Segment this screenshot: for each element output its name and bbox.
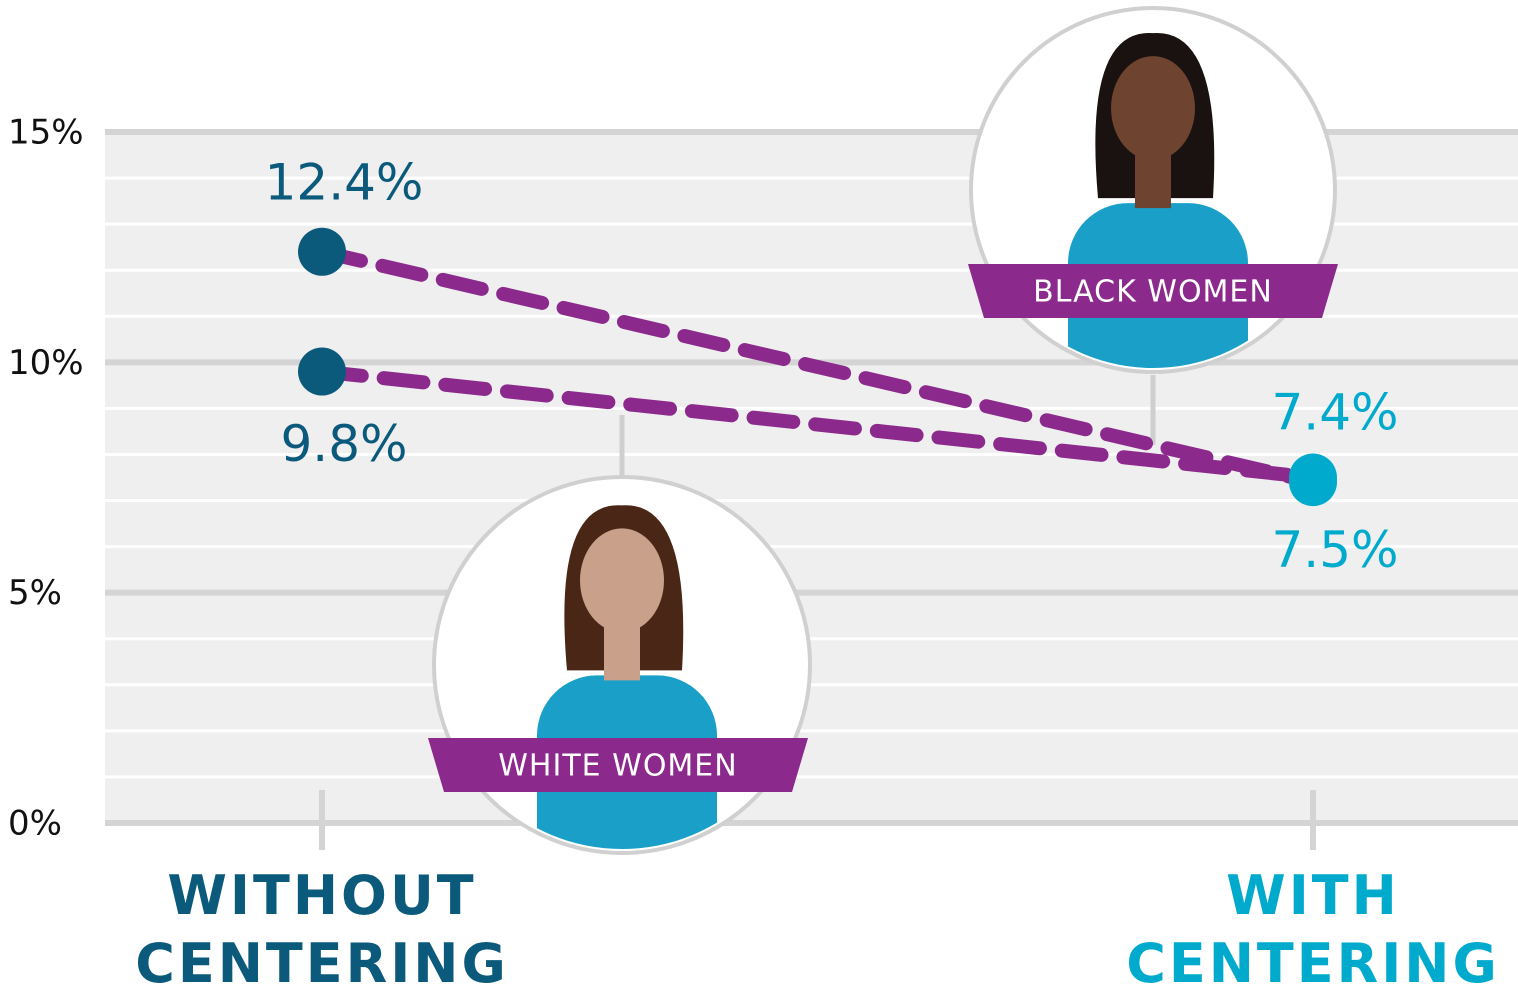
chart: 0% 5% 10% 15% BLACK WOMEN WHITE WOMEN 12.4% 7.4… xyxy=(0,0,1518,990)
point xyxy=(298,348,346,396)
face xyxy=(1111,56,1195,160)
series-name: WHITE WOMEN xyxy=(498,749,737,784)
y-tick-label: 5% xyxy=(8,573,62,613)
point xyxy=(298,228,346,276)
value-label: 12.4% xyxy=(265,153,424,211)
point xyxy=(1289,454,1337,502)
face xyxy=(580,528,664,632)
x-tick-label: WITH CENTERING xyxy=(1123,862,1503,990)
page: 0% 5% 10% 15% BLACK WOMEN WHITE WOMEN 12.4% 7.4… xyxy=(0,0,1518,990)
y-tick-label: 10% xyxy=(8,343,84,383)
body xyxy=(537,675,717,975)
value-label: 9.8% xyxy=(280,415,407,473)
y-tick-label: 0% xyxy=(8,804,62,844)
x-tick-label: WITHOUT CENTERING xyxy=(132,862,512,990)
value-label: 7.4% xyxy=(1271,384,1398,442)
y-tick-label: 15% xyxy=(8,113,84,153)
value-label: 7.5% xyxy=(1271,521,1398,579)
series-name: BLACK WOMEN xyxy=(1033,275,1273,310)
